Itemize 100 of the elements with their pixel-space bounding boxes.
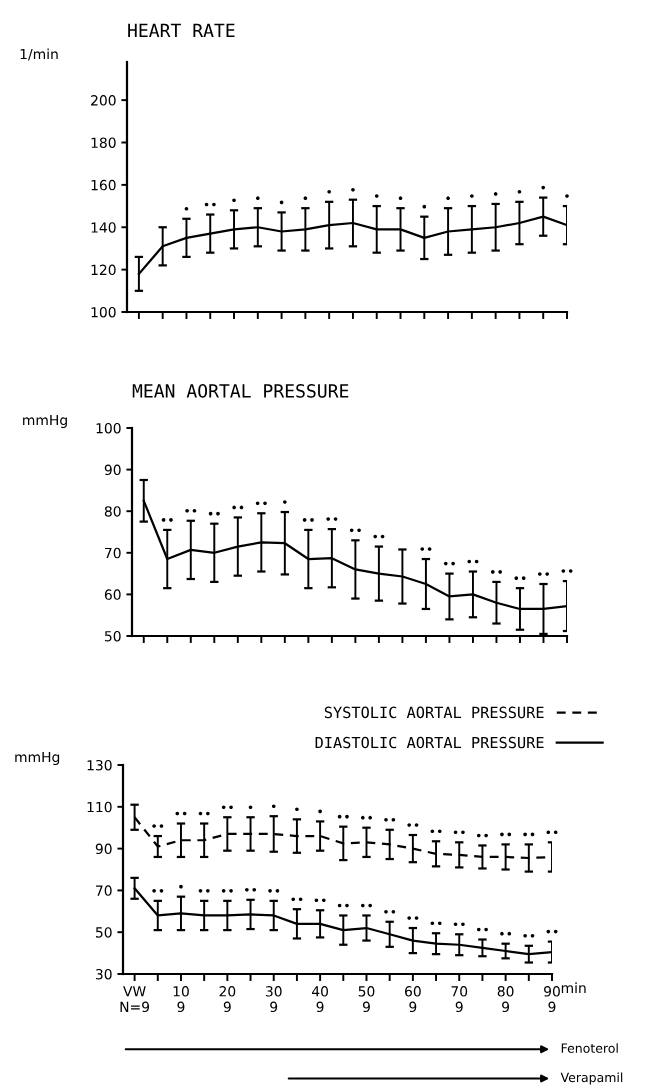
data-label: ••	[476, 833, 488, 838]
y-tick-label: 80	[104, 506, 121, 517]
data-label: ••	[476, 927, 488, 932]
data-label: •	[279, 200, 284, 205]
x-tick-label: 50 9	[358, 986, 375, 1013]
x-tick-label: 80 9	[497, 986, 514, 1013]
data-label: ••	[490, 570, 502, 574]
data-label: ••	[175, 811, 187, 816]
y-axis-title: mmHg	[15, 751, 60, 765]
data-label: ••	[420, 547, 432, 551]
data-label: ••	[326, 517, 338, 521]
data-label: •	[374, 194, 379, 198]
data-label: ••	[546, 929, 558, 934]
data-label: •	[283, 500, 287, 504]
data-label: ••	[500, 931, 512, 936]
data-label: ••	[453, 922, 465, 927]
y-tick-label: 50	[95, 927, 112, 938]
y-tick-label: 130	[87, 759, 112, 771]
data-label: •	[541, 185, 546, 190]
data-label: •	[327, 190, 331, 194]
data-label: •	[446, 196, 450, 200]
y-tick-label: 30	[95, 968, 112, 980]
data-label: •	[184, 206, 189, 211]
y-tick-label: 110	[87, 801, 112, 813]
data-label: •	[351, 187, 355, 192]
data-label: ••	[152, 889, 164, 893]
text: Verapamil	[560, 1072, 623, 1085]
data-label: ••	[407, 823, 419, 827]
data-label: •	[232, 198, 236, 203]
data-label: •	[295, 807, 299, 812]
data-label: ••	[407, 916, 419, 920]
data-label: ••	[208, 511, 220, 516]
x-tick-label: 20 9	[219, 986, 236, 1013]
text: Fenoterol	[561, 1043, 618, 1053]
data-label: •	[565, 194, 569, 198]
data-label: ••	[337, 814, 349, 819]
data-label: ••	[185, 508, 197, 513]
data-label: ••	[561, 569, 573, 573]
data-label: ••	[430, 921, 442, 926]
data-label: •	[517, 190, 522, 194]
y-axis-title: 1/min	[20, 48, 58, 61]
data-label: ••	[232, 505, 244, 510]
x-tick-label: 40 9	[311, 986, 329, 1013]
data-label: •	[271, 804, 276, 808]
y-tick-label: 180	[91, 137, 116, 148]
data-label: •	[248, 805, 253, 810]
x-tick-label: 90 9	[544, 986, 560, 1013]
data-label: ••	[337, 903, 349, 908]
data-label: ••	[453, 830, 465, 835]
y-tick-label: 200	[91, 95, 116, 106]
data-label: ••	[314, 898, 326, 903]
y-tick-label: 90	[95, 843, 112, 855]
data-label: ••	[255, 501, 267, 506]
data-label: ••	[523, 832, 535, 837]
data-label: ••	[291, 897, 303, 901]
data-label: ••	[198, 811, 210, 816]
y-tick-label: 50	[104, 630, 121, 642]
data-label: •	[303, 196, 308, 200]
data-label: ••	[302, 518, 314, 522]
y-tick-label: 160	[91, 179, 116, 191]
data-label: ••	[204, 202, 216, 207]
data-label: ••	[430, 829, 442, 834]
x-tick-label: 60 9	[405, 986, 421, 1013]
data-label: ••	[443, 561, 455, 566]
x-tick-label: 70 9	[451, 986, 468, 1013]
data-label: ••	[152, 824, 164, 828]
data-label: ••	[523, 933, 535, 938]
y-axis-title: mmHg	[23, 414, 67, 428]
y-tick-label: 60	[104, 589, 121, 600]
data-label: ••	[373, 534, 385, 539]
data-label: ••	[384, 909, 396, 914]
data-label: ••	[360, 903, 372, 908]
data-label: ••	[245, 887, 257, 892]
data-label: •	[179, 884, 183, 889]
x-tick-label: 10 9	[173, 986, 189, 1013]
data-label: ••	[360, 815, 372, 820]
data-label: ••	[467, 559, 479, 564]
data-label: ••	[161, 518, 173, 522]
y-tick-label: 100	[91, 306, 116, 318]
y-tick-label: 70	[105, 547, 121, 559]
data-label: ••	[221, 889, 233, 893]
legend-label: DIASTOLIC AORTAL PRESSURE	[315, 736, 544, 749]
data-label: ••	[268, 889, 280, 893]
data-label: •	[470, 194, 474, 198]
y-tick-label: 140	[91, 222, 116, 233]
x-axis-title: min	[561, 982, 586, 993]
y-tick-label: 70	[96, 885, 112, 896]
x-tick-label: 30 9	[265, 986, 282, 1013]
data-label: •	[398, 196, 403, 200]
data-label: ••	[546, 830, 558, 835]
y-tick-label: 90	[104, 464, 121, 476]
data-label: ••	[537, 572, 549, 576]
data-label: •	[318, 809, 322, 814]
data-label: ••	[349, 528, 361, 533]
data-label: •	[422, 204, 427, 209]
data-label: ••	[221, 805, 233, 810]
data-label: ••	[198, 889, 210, 893]
data-label: ••	[500, 832, 512, 837]
chart-title: HEART RATE	[128, 23, 235, 37]
data-label: •	[493, 192, 498, 196]
